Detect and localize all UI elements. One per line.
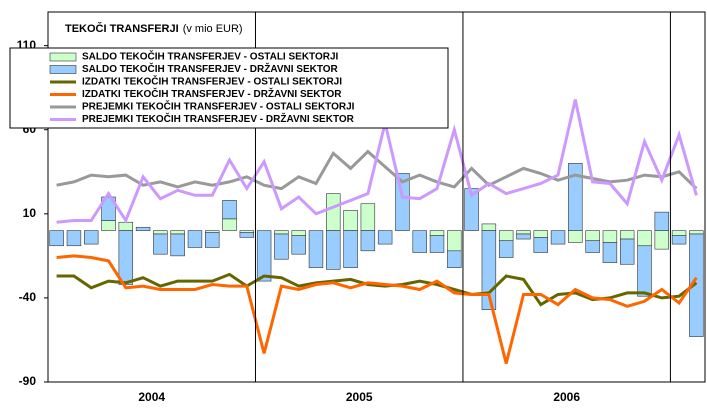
legend: SALDO TEKOČIH TRANSFERJEV - OSTALI SEKTO…: [9, 47, 449, 129]
bar: [170, 233, 185, 257]
bar: [377, 230, 393, 245]
bar: [326, 230, 341, 270]
y-tick-label: -40: [19, 290, 37, 304]
chart-title: TEKOČI TRANSFERJI (v mio EUR): [65, 22, 243, 35]
bar: [533, 230, 548, 238]
bar: [222, 200, 237, 220]
bar: [118, 230, 134, 285]
bar: [619, 230, 635, 240]
bar: [654, 230, 669, 250]
bar: [447, 230, 462, 252]
legend-swatch: [49, 65, 77, 74]
bar: [66, 230, 82, 247]
bar: [671, 235, 687, 245]
legend-label: SALDO TEKOČIH TRANSFERJEV - OSTALI SEKTO…: [82, 50, 339, 63]
bar: [205, 232, 220, 248]
bar: [84, 230, 99, 245]
bar: [654, 211, 669, 231]
title: TEKOČI TRANSFERJI: [65, 22, 179, 35]
bar: [343, 230, 358, 268]
bar: [153, 230, 168, 235]
bar: [291, 235, 306, 255]
bar: [274, 230, 289, 235]
legend-label: SALDO TEKOČIH TRANSFERJEV - DRŽAVNI SEKT…: [82, 62, 339, 75]
legend-label: PREJEMKI TEKOČIH TRANSFERJEV - DRŽAVNI S…: [82, 112, 355, 125]
bar: [637, 230, 652, 247]
bar: [602, 242, 618, 263]
legend-label: IZDATKI TEKOČIH TRANSFERJEV - DRŽAVNI SE…: [82, 87, 342, 100]
bar: [118, 221, 134, 231]
bar: [101, 220, 116, 231]
bar: [516, 233, 531, 240]
y-tick-label: -90: [19, 374, 37, 388]
bar: [360, 203, 376, 231]
bar: [239, 232, 255, 238]
bar: [619, 238, 635, 265]
bar: [135, 226, 151, 231]
bar: [412, 230, 427, 253]
bar: [498, 230, 514, 242]
legend-label: IZDATKI TEKOČIH TRANSFERJEV - OSTALI SEK…: [82, 75, 342, 88]
bar: [222, 218, 237, 231]
bar: [429, 235, 445, 253]
bar: [49, 230, 64, 247]
bar: [568, 230, 583, 243]
x-year-label: 2005: [346, 390, 373, 404]
bar: [498, 240, 514, 258]
bar: [343, 210, 358, 231]
bar: [585, 230, 600, 242]
bar: [326, 193, 341, 231]
bars: [49, 163, 704, 337]
bar: [170, 230, 185, 235]
bar: [637, 245, 652, 297]
line: [56, 99, 698, 224]
bar: [429, 230, 445, 236]
legend-swatch: [49, 52, 77, 62]
bar: [464, 188, 479, 231]
y-tick-label: 10: [23, 206, 37, 220]
line: [56, 272, 698, 307]
x-year-label: 2004: [138, 390, 165, 404]
subtitle: (v mio EUR): [183, 23, 243, 35]
bar: [671, 230, 687, 236]
bar: [187, 230, 203, 248]
bar: [101, 196, 116, 221]
bar: [533, 237, 548, 253]
bar: [585, 240, 600, 253]
bar: [689, 230, 704, 235]
bar: [481, 223, 497, 231]
bar: [274, 233, 289, 260]
bar: [291, 230, 306, 236]
legend-box: [9, 47, 449, 129]
bar: [308, 230, 324, 268]
bar: [360, 230, 376, 252]
bar: [568, 163, 583, 231]
bar: [602, 230, 618, 243]
line: [56, 254, 698, 364]
bar: [447, 250, 462, 268]
bar: [256, 230, 272, 282]
lines: [56, 99, 698, 364]
bar: [153, 233, 168, 255]
x-year-label: 2006: [553, 390, 580, 404]
bar: [550, 230, 566, 245]
bar: [516, 230, 531, 235]
legend-label: PREJEMKI TEKOČIH TRANSFERJEV - OSTALI SE…: [82, 100, 355, 113]
